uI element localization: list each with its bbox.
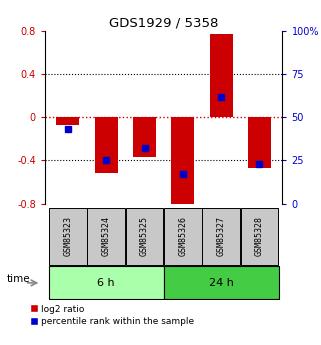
FancyBboxPatch shape (241, 208, 278, 265)
Text: GSM85323: GSM85323 (64, 216, 73, 256)
Bar (56, 117, 79, 125)
Bar (171, 117, 194, 211)
Bar (95, 117, 118, 173)
FancyBboxPatch shape (87, 208, 125, 265)
Bar (210, 34, 233, 117)
FancyBboxPatch shape (126, 208, 163, 265)
FancyBboxPatch shape (164, 266, 279, 299)
Text: GSM85327: GSM85327 (217, 216, 226, 256)
Text: 24 h: 24 h (209, 278, 234, 288)
FancyBboxPatch shape (49, 266, 164, 299)
Text: GSM85326: GSM85326 (178, 216, 187, 256)
Text: GSM85328: GSM85328 (255, 216, 264, 256)
FancyBboxPatch shape (164, 208, 202, 265)
Text: GSM85325: GSM85325 (140, 216, 149, 256)
FancyBboxPatch shape (203, 208, 240, 265)
Text: 6 h: 6 h (98, 278, 115, 288)
FancyBboxPatch shape (49, 208, 87, 265)
Title: GDS1929 / 5358: GDS1929 / 5358 (109, 17, 218, 30)
Bar (248, 117, 271, 168)
Bar (133, 117, 156, 157)
Text: GSM85324: GSM85324 (102, 216, 111, 256)
Text: time: time (7, 274, 30, 284)
Legend: log2 ratio, percentile rank within the sample: log2 ratio, percentile rank within the s… (30, 305, 194, 326)
